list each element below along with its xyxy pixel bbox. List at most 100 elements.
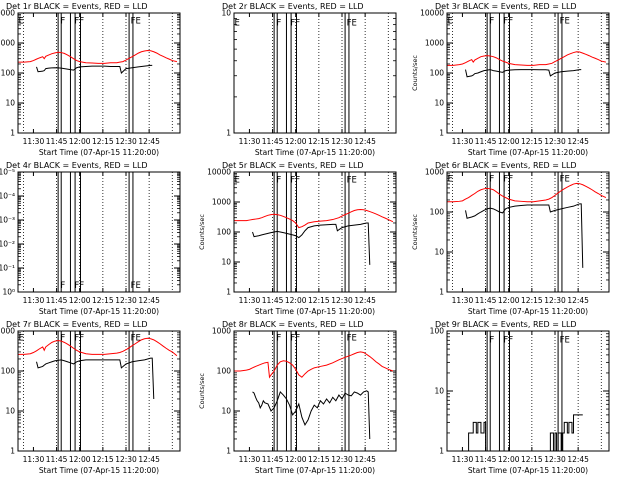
flag-label: FE [347, 334, 357, 344]
y-tick-label: 10 [434, 248, 444, 257]
y-tick-label: 10 [5, 407, 15, 416]
y-tick-label: 100 [217, 228, 232, 237]
x-tick-label: 12:45 [138, 296, 160, 305]
chart-title: Det 6r BLACK = Events, RED = LLD [435, 161, 577, 170]
chart-title: Det 4r BLACK = Events, RED = LLD [6, 161, 148, 170]
y-tick-label: 10 [434, 99, 444, 108]
x-tick-label: 11:45 [262, 137, 284, 146]
flag-label: F [276, 18, 281, 28]
x-axis-label: Start Time (07-Apr-15 11:20:00) [468, 466, 588, 475]
flag-label: FE [560, 17, 570, 27]
y-tick-label: 1000 [212, 198, 231, 207]
y-tick-label: 10⁻¹ [0, 264, 15, 273]
y-tick-label: 1 [226, 129, 231, 138]
plot-frame [17, 171, 181, 293]
x-tick-label: 12:30 [544, 455, 566, 464]
chart-panel-8: Det 8r BLACK = Events, RED = LLD Start Ti… [198, 320, 397, 475]
flag-label: E [18, 334, 23, 344]
y-tick-label: 100 [430, 69, 445, 78]
flag-label: FF [503, 175, 513, 185]
y-axis-label: Counts/sec [198, 373, 206, 409]
flag-label: FE [131, 281, 141, 291]
flag-label: E [18, 17, 23, 27]
x-tick-label: 12:45 [138, 455, 160, 464]
y-tick-label: 1 [439, 129, 444, 138]
y-tick-label: 100 [1, 69, 16, 78]
flag-label: F [60, 281, 65, 291]
flag-label: FF [290, 334, 300, 344]
flag-label: FE [347, 176, 357, 186]
lld-series-line [18, 50, 178, 64]
y-tick-label: 1 [10, 129, 15, 138]
flag-label: FE [131, 334, 141, 344]
x-tick-label: 11:30 [23, 455, 45, 464]
y-tick-label: 10000 [0, 9, 15, 18]
x-tick-label: 11:30 [239, 137, 261, 146]
x-tick-label: 12:30 [544, 296, 566, 305]
plot-frame [233, 171, 397, 293]
x-tick-label: 11:45 [46, 296, 68, 305]
flag-label: FF [74, 334, 84, 344]
plot-frame [446, 171, 610, 293]
y-tick-label: 10 [434, 387, 444, 396]
flag-label: FF [503, 335, 513, 345]
y-tick-label: 10 [5, 99, 15, 108]
x-tick-label: 12:30 [115, 137, 137, 146]
y-tick-label: 1 [439, 447, 444, 456]
plot-frame [17, 12, 181, 134]
x-tick-label: 11:30 [239, 455, 261, 464]
x-tick-label: 12:45 [354, 137, 376, 146]
y-tick-label: 1 [226, 447, 231, 456]
chart-title: Det 9r BLACK = Events, RED = LLD [435, 320, 577, 329]
x-tick-label: 12:15 [521, 296, 543, 305]
flag-label: E [447, 17, 452, 27]
x-tick-label: 11:45 [262, 296, 284, 305]
x-tick-label: 12:15 [308, 455, 330, 464]
x-axis-label: Start Time (07-Apr-15 11:20:00) [39, 307, 159, 316]
chart-title: Det 7r BLACK = Events, RED = LLD [6, 320, 148, 329]
x-axis-label: Start Time (07-Apr-15 11:20:00) [468, 307, 588, 316]
x-tick-label: 12:45 [354, 455, 376, 464]
y-tick-label: 1000 [425, 39, 444, 48]
x-tick-label: 12:30 [331, 296, 353, 305]
x-tick-label: 11:30 [239, 296, 261, 305]
chart-panel-1: Det 1r BLACK = Events, RED = LLD Start Ti… [0, 2, 181, 157]
y-tick-label: 1 [226, 288, 231, 297]
chart-panel-2: Det 2r BLACK = Events, RED = LLD Start Ti… [221, 2, 397, 157]
chart-title: Det 2r BLACK = Events, RED = LLD [222, 2, 364, 11]
x-tick-label: 12:45 [567, 296, 589, 305]
x-tick-label: 11:45 [475, 455, 497, 464]
flag-label: FF [290, 176, 300, 186]
x-tick-label: 12:00 [498, 137, 520, 146]
plot-frame [446, 12, 610, 134]
flag-label: F [489, 17, 494, 27]
events-series-line [465, 414, 583, 452]
lld-series-line [234, 209, 394, 229]
chart-title: Det 3r BLACK = Events, RED = LLD [435, 2, 577, 11]
flag-label: F [276, 176, 281, 186]
y-tick-label: 1000 [425, 168, 444, 177]
x-tick-label: 11:30 [23, 296, 45, 305]
flag-label: FE [560, 335, 570, 345]
y-tick-label: 10000 [420, 9, 444, 18]
flag-label: F [489, 175, 494, 185]
events-series-line [252, 390, 371, 439]
flag-label: FF [74, 281, 84, 291]
chart-panel-7: Det 7r BLACK = Events, RED = LLD Start Ti… [0, 320, 181, 475]
chart-title: Det 5r BLACK = Events, RED = LLD [222, 161, 364, 170]
y-axis-label: Counts/sec [198, 214, 206, 250]
y-axis-label: Counts/sec [411, 55, 419, 91]
y-tick-label: 10 [221, 9, 231, 18]
y-tick-label: 10000 [207, 168, 231, 177]
y-tick-label: 100 [430, 208, 445, 217]
y-tick-label: 10⁻⁵ [0, 168, 15, 177]
x-tick-label: 11:45 [475, 137, 497, 146]
x-axis-label: Start Time (07-Apr-15 11:20:00) [255, 148, 375, 157]
x-tick-label: 12:15 [308, 137, 330, 146]
x-tick-label: 11:30 [23, 137, 45, 146]
x-axis-label: Start Time (07-Apr-15 11:20:00) [255, 307, 375, 316]
x-tick-label: 12:45 [354, 296, 376, 305]
x-axis-label: Start Time (07-Apr-15 11:20:00) [39, 466, 159, 475]
y-tick-label: 1000 [212, 327, 231, 336]
